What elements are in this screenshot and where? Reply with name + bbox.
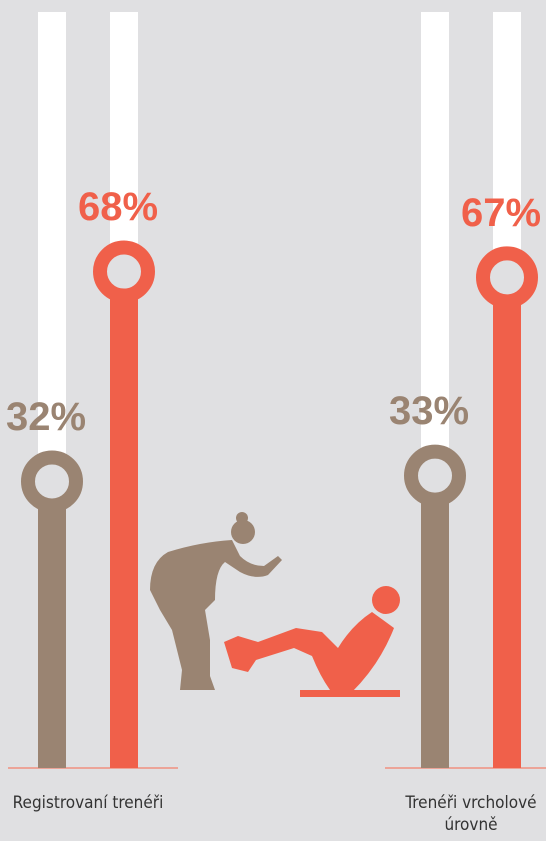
category-label: Trenéři vrcholové úrovně xyxy=(381,792,546,836)
bar-marker xyxy=(28,457,76,505)
bar xyxy=(493,277,521,768)
value-label: 32% xyxy=(6,395,86,439)
bars: 32% 68% 33% 67% xyxy=(6,12,546,768)
value-label: 67% xyxy=(461,191,541,235)
bar-marker xyxy=(100,248,148,296)
category-label: Registrovaní trenéři xyxy=(0,792,178,814)
value-label: 68% xyxy=(78,185,158,229)
chart: 32% 68% 33% 67% xyxy=(0,0,546,841)
bar-marker xyxy=(411,452,459,500)
figures xyxy=(150,512,400,697)
bar xyxy=(38,481,66,768)
bar xyxy=(110,272,138,768)
infographic: 32% 68% 33% 67% Registrovaní trenéři Trenéři… xyxy=(0,0,546,841)
bar-marker xyxy=(483,253,531,301)
bar xyxy=(421,476,449,768)
value-label: 33% xyxy=(389,389,469,433)
